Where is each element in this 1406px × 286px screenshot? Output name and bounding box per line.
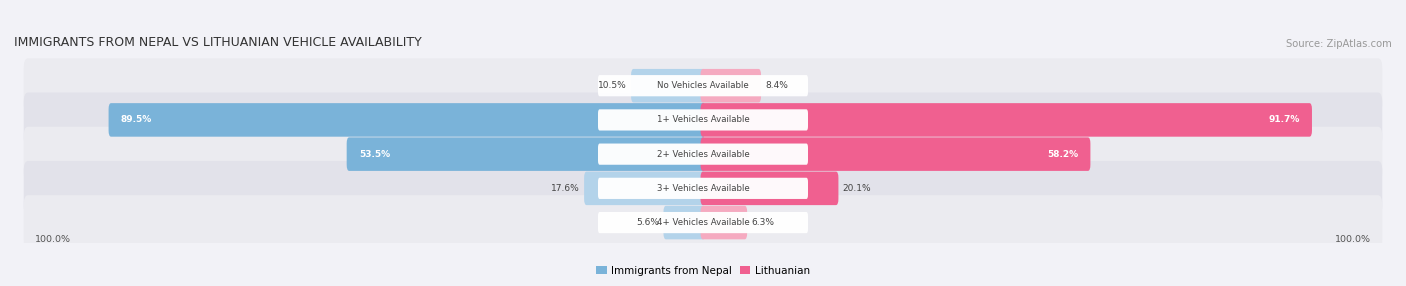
Text: 3+ Vehicles Available: 3+ Vehicles Available [657, 184, 749, 193]
FancyBboxPatch shape [700, 69, 761, 102]
Text: 1+ Vehicles Available: 1+ Vehicles Available [657, 116, 749, 124]
FancyBboxPatch shape [700, 103, 1312, 137]
FancyBboxPatch shape [598, 75, 808, 96]
FancyBboxPatch shape [664, 206, 706, 239]
FancyBboxPatch shape [24, 127, 1382, 182]
FancyBboxPatch shape [631, 69, 706, 102]
FancyBboxPatch shape [24, 195, 1382, 250]
Text: 17.6%: 17.6% [551, 184, 579, 193]
FancyBboxPatch shape [700, 137, 1091, 171]
Text: 89.5%: 89.5% [121, 116, 152, 124]
Text: 53.5%: 53.5% [359, 150, 389, 159]
Text: 4+ Vehicles Available: 4+ Vehicles Available [657, 218, 749, 227]
Text: 8.4%: 8.4% [765, 81, 789, 90]
Text: 58.2%: 58.2% [1047, 150, 1078, 159]
FancyBboxPatch shape [598, 144, 808, 165]
FancyBboxPatch shape [700, 206, 747, 239]
Legend: Immigrants from Nepal, Lithuanian: Immigrants from Nepal, Lithuanian [592, 262, 814, 280]
FancyBboxPatch shape [24, 58, 1382, 113]
FancyBboxPatch shape [598, 212, 808, 233]
FancyBboxPatch shape [108, 103, 706, 137]
Text: IMMIGRANTS FROM NEPAL VS LITHUANIAN VEHICLE AVAILABILITY: IMMIGRANTS FROM NEPAL VS LITHUANIAN VEHI… [14, 36, 422, 49]
Text: 6.3%: 6.3% [752, 218, 775, 227]
Text: No Vehicles Available: No Vehicles Available [657, 81, 749, 90]
FancyBboxPatch shape [700, 172, 838, 205]
FancyBboxPatch shape [598, 109, 808, 130]
FancyBboxPatch shape [583, 172, 706, 205]
Text: 20.1%: 20.1% [842, 184, 872, 193]
Text: 10.5%: 10.5% [598, 81, 627, 90]
FancyBboxPatch shape [24, 161, 1382, 216]
FancyBboxPatch shape [24, 93, 1382, 147]
FancyBboxPatch shape [347, 137, 706, 171]
Text: 100.0%: 100.0% [1336, 235, 1371, 244]
Text: 100.0%: 100.0% [35, 235, 70, 244]
Text: 5.6%: 5.6% [636, 218, 659, 227]
Text: 2+ Vehicles Available: 2+ Vehicles Available [657, 150, 749, 159]
FancyBboxPatch shape [598, 178, 808, 199]
Text: 91.7%: 91.7% [1268, 116, 1299, 124]
Text: Source: ZipAtlas.com: Source: ZipAtlas.com [1286, 39, 1392, 49]
